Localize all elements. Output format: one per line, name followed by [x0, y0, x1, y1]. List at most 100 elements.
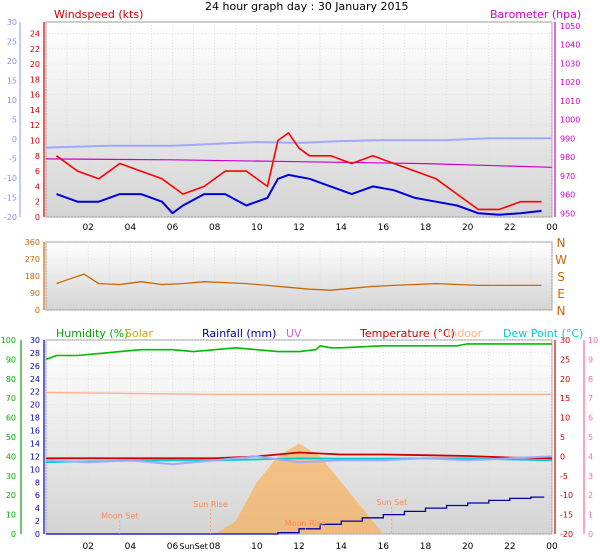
- panel3-temperature-tick-label: -10: [560, 491, 573, 500]
- panel3-series-temperature: [46, 451, 553, 460]
- panel3-x-tick-label: 04: [125, 542, 137, 552]
- panel1-windspeed-tick-label: 4: [35, 182, 40, 191]
- panel3-x-tick-label: 20: [462, 542, 474, 552]
- panel3-humidity-tick-label: 40: [6, 452, 16, 461]
- panel1-windspeed-tick-label: 8: [35, 152, 40, 161]
- panel1-windspeed-tick-label: 20: [30, 60, 40, 69]
- panel3-humidity-tick-label: 100: [1, 336, 16, 345]
- dewpoint-label: Dew Point (°C): [503, 327, 584, 340]
- panel1-windspeed-tick-label: 24: [30, 29, 40, 38]
- panel1-x-tick-label: 18: [420, 223, 432, 233]
- panel2-compass-label: N: [557, 236, 566, 250]
- panel1-barometer-tick-label: 1030: [560, 59, 580, 68]
- panel1-x-tick-label: 10: [251, 223, 263, 233]
- panel3-rainfall-tick-label: 26: [30, 362, 40, 371]
- panel3-rainfall-tick-label: 28: [30, 349, 40, 358]
- panel3-uv-tick-label: 4: [588, 452, 593, 461]
- panel3-x-tick-label: 10: [251, 542, 263, 552]
- chart-title: 24 hour graph day : 30 January 2015: [205, 0, 409, 13]
- windspeed-axis-label: Windspeed (kts): [54, 8, 144, 21]
- panel3-temperature-tick-label: -5: [560, 472, 568, 481]
- panel1-outer-tick-label: 15: [7, 77, 17, 86]
- panel3-annotation-label: Sun Rise: [193, 500, 228, 509]
- panel3-uv-tick-label: 8: [588, 375, 593, 384]
- panel3-rainfall-tick-label: 6: [35, 491, 40, 500]
- panel3-temperature-tick-label: 15: [560, 394, 570, 403]
- panel1-windspeed-tick-label: 0: [35, 213, 40, 222]
- panel3-uv-tick-label: 2: [588, 491, 593, 500]
- panel1-x-tick-label: 22: [504, 223, 515, 233]
- panel3-humidity-tick-label: 60: [6, 414, 16, 423]
- panel3-rainfall-tick-label: 10: [30, 465, 40, 474]
- panel1-windspeed-tick-label: 12: [30, 121, 40, 130]
- panel1-x-tick-label: 12: [293, 223, 304, 233]
- panel3-temperature-tick-label: 30: [560, 336, 570, 345]
- panel1-x-tick-label: 16: [378, 223, 390, 233]
- panel1-barometer-tick-label: 1000: [560, 116, 580, 125]
- panel3-uv-tick-label: 1: [588, 511, 593, 520]
- panel1-outer-tick-label: -15: [4, 194, 17, 203]
- panel1-windspeed-tick-label: 6: [35, 167, 40, 176]
- panel3-rainfall-tick-label: 4: [35, 504, 40, 513]
- panel3-temperature-tick-label: 20: [560, 375, 570, 384]
- humidity-label: Humidity (%): [56, 327, 129, 340]
- panel3-series-rainfall: [46, 496, 545, 535]
- panel3-rainfall-tick-label: 2: [35, 517, 40, 526]
- panel3-annotation-label: Moon Set: [101, 511, 138, 520]
- panel1-barometer-tick-label: 1050: [560, 22, 580, 31]
- panel1-outer-tick-label: 5: [12, 116, 17, 125]
- panel3-rainfall-tick-label: 24: [30, 375, 40, 384]
- panel2-compass-label: W: [555, 253, 567, 267]
- panel1-barometer-tick-label: 1010: [560, 97, 580, 106]
- panel3-series-humidity: [45, 343, 552, 361]
- panel2-direction-tick-label: 90: [30, 289, 40, 298]
- indoor-label: Indoor: [447, 327, 483, 340]
- panel1-barometer-tick-label: 990: [560, 134, 575, 143]
- panel1-x-tick-label: 06: [167, 223, 179, 233]
- panel3-annotation-label: Moon Rise: [285, 519, 326, 528]
- panel3-humidity-tick-label: 20: [6, 491, 16, 500]
- panel3-humidity-tick-label: 0: [11, 530, 16, 539]
- panel3-x-tick-label: 12: [293, 542, 304, 552]
- panel3-x-tick-label: 06: [167, 542, 179, 552]
- panel3-temperature-tick-label: 0: [560, 452, 565, 461]
- panel1-outer-tick-label: -5: [9, 155, 17, 164]
- panel1-x-tick-label: 08: [209, 223, 221, 233]
- wind-barometer-panel: 024681012141618202224-20-15-10-505101520…: [4, 18, 580, 233]
- panel2-direction-tick-label: 270: [25, 255, 40, 264]
- panel3-temperature-tick-label: 25: [560, 355, 570, 364]
- rainfall-label: Rainfall (mm): [202, 327, 277, 340]
- panel1-barometer-tick-label: 1040: [560, 41, 580, 50]
- panel1-barometer-tick-label: 1020: [560, 78, 580, 87]
- panel3-uv-tick-label: 7: [588, 394, 593, 403]
- panel3-uv-tick-label: 5: [588, 433, 593, 442]
- panel1-outer-tick-label: 30: [7, 18, 17, 27]
- panel3-rainfall-tick-label: 12: [30, 452, 40, 461]
- panel3-sunset-label: SunSet: [179, 542, 207, 551]
- panel1-outer-tick-label: 20: [7, 57, 17, 66]
- solar-label: Solar: [125, 327, 154, 340]
- panel3-humidity-tick-label: 10: [6, 511, 16, 520]
- panel3-humidity-tick-label: 30: [6, 472, 16, 481]
- panel3-uv-tick-label: 0: [588, 530, 593, 539]
- panel1-outer-tick-label: -10: [4, 174, 17, 183]
- panel1-windspeed-tick-label: 16: [30, 91, 40, 100]
- panel1-windspeed-tick-label: 2: [35, 198, 40, 207]
- panel3-x-tick-label: 14: [335, 542, 347, 552]
- panel2-compass-label: E: [557, 287, 565, 301]
- panel3-uv-tick-label: 10: [588, 336, 598, 345]
- panel1-series-windspeed: [56, 132, 542, 211]
- panel1-outer-tick-label: 10: [7, 96, 17, 105]
- panel2-compass-label: S: [557, 270, 565, 284]
- temperature-label: Temperature (°C): [360, 327, 455, 340]
- panel3-rainfall-tick-label: 20: [30, 401, 40, 410]
- panel3-x-tick-label: 08: [209, 542, 221, 552]
- temperature-humidity-panel: 0102030405060708090100024681012141618202…: [1, 336, 598, 552]
- panel3-series-solar: [214, 443, 384, 534]
- panel3-temperature-tick-label: -20: [560, 530, 573, 539]
- panel1-barometer-tick-label: 960: [560, 191, 575, 200]
- panel3-series-indoor: [45, 391, 552, 395]
- panel1-x-tick-label: 14: [335, 223, 347, 233]
